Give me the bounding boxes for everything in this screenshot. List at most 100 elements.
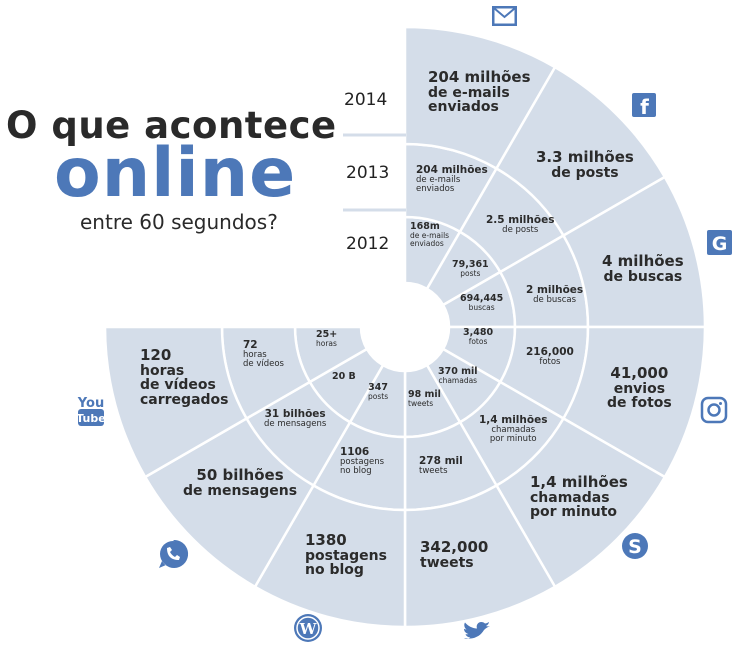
value: 2 milhões xyxy=(526,284,584,296)
label: de fotos xyxy=(607,395,672,412)
rings-group xyxy=(103,25,707,629)
year-2014-label: 2014 xyxy=(344,90,388,110)
label: de e-mails xyxy=(428,84,510,101)
value: 168m xyxy=(410,221,440,232)
value: 50 bilhões xyxy=(196,466,284,484)
segment-skype-2013: 1,4 milhões chamadas por minuto xyxy=(479,414,548,444)
label: tweets xyxy=(419,466,448,477)
label: de vídeos xyxy=(243,358,284,369)
label: de posts xyxy=(551,164,619,181)
label: no blog xyxy=(305,562,364,579)
value: 3,480 xyxy=(463,327,494,338)
twitter-icon xyxy=(464,622,490,639)
value: 2.5 milhões xyxy=(486,214,555,226)
title-line-1: O que acontece xyxy=(6,104,337,147)
segment-whatsapp-2013: 31 bilhões de mensagens xyxy=(264,408,327,430)
value: 694,445 xyxy=(460,293,504,304)
mail-icon xyxy=(492,6,517,26)
value: 31 bilhões xyxy=(264,408,326,420)
whatsapp-icon xyxy=(159,539,189,568)
title-line-3: entre 60 segundos? xyxy=(80,210,278,234)
label: chamadas xyxy=(491,425,536,436)
label: de buscas xyxy=(603,268,683,285)
value: 216,000 xyxy=(526,346,574,358)
segment-google-2014: 4 milhões de buscas xyxy=(602,252,684,285)
svg-text:G: G xyxy=(712,233,728,255)
label: enviados xyxy=(410,238,444,248)
label: posts xyxy=(460,268,481,278)
segment-skype-2014: 1,4 milhões chamadas por minuto xyxy=(530,473,628,521)
segment-instagram-2014: 41,000 envios de fotos xyxy=(607,364,672,412)
value: 1,4 milhões xyxy=(479,414,548,426)
value: 25+ xyxy=(316,329,338,340)
label: fotos xyxy=(468,336,488,346)
instagram-icon xyxy=(700,396,728,424)
label: tweets xyxy=(408,398,434,408)
youtube-tube-text: Tube xyxy=(76,412,105,425)
skype-icon: S xyxy=(622,533,648,559)
label: horas xyxy=(243,350,267,361)
segment-whatsapp-2014: 50 bilhões de mensagens xyxy=(183,466,298,499)
value: 342,000 xyxy=(420,538,489,556)
value: 3.3 milhões xyxy=(536,148,634,166)
value: 1380 xyxy=(305,531,347,549)
segment-twitter-2013: 278 mil tweets xyxy=(419,455,463,477)
label: enviados xyxy=(416,183,455,194)
segment-whatsapp-2012: 20 B xyxy=(332,372,356,382)
value: 370 mil xyxy=(438,366,478,377)
year-2013-label: 2013 xyxy=(346,163,390,183)
segment-google-2012: 694,445 buscas xyxy=(460,294,503,312)
value: 204 milhões xyxy=(428,68,531,86)
svg-text:W: W xyxy=(299,620,318,638)
label: de mensagens xyxy=(264,419,327,430)
segment-twitter-2012: 98 mil tweets xyxy=(408,390,441,408)
label: buscas xyxy=(468,302,495,312)
value: 1,4 milhões xyxy=(530,473,628,491)
label: de buscas xyxy=(533,295,577,306)
label: postagens xyxy=(305,547,387,564)
label: de e-mails xyxy=(416,175,461,186)
label: por minuto xyxy=(489,433,537,444)
label: de e-mails xyxy=(410,230,450,240)
segment-email-2012: 168m de e-mails enviados xyxy=(410,222,449,248)
title-online: online xyxy=(54,134,297,213)
label: por minuto xyxy=(530,504,618,521)
label: enviados xyxy=(428,99,499,116)
value: 278 mil xyxy=(419,455,463,467)
label: de posts xyxy=(502,225,539,236)
segment-youtube-2014: 120 horas de vídeos carregados xyxy=(140,347,229,409)
segment-skype-2012: 370 mil chamadas xyxy=(438,367,478,385)
value: 4 milhões xyxy=(602,252,684,270)
segment-email-2014: 204 milhões de e-mails enviados xyxy=(428,68,531,116)
segment-email-2013: 204 milhões de e-mails enviados xyxy=(416,164,488,194)
segment-facebook-2013: 2.5 milhões de posts xyxy=(486,214,555,236)
segment-twitter-2014: 342,000 tweets xyxy=(420,538,489,571)
segment-youtube-2012: 25+ horas xyxy=(316,330,337,348)
segment-instagram-2012: 3,480 fotos xyxy=(463,328,493,346)
youtube-icon: You Tube xyxy=(76,396,106,426)
ring-segment-youtube-2014 xyxy=(103,325,249,479)
label: postagens xyxy=(340,457,385,468)
svg-text:S: S xyxy=(628,536,642,558)
value: 1106 xyxy=(340,446,370,458)
segment-youtube-2013: 72 horas de vídeos xyxy=(243,339,284,369)
value: 20 B xyxy=(332,371,356,382)
segment-google-2013: 2 milhões de buscas xyxy=(526,284,584,306)
segment-instagram-2013: 216,000 fotos xyxy=(526,346,574,368)
label: horas xyxy=(140,362,185,379)
value: 41,000 xyxy=(610,364,669,382)
label: chamadas xyxy=(438,375,478,385)
value: 98 mil xyxy=(408,389,441,400)
youtube-you-text: You xyxy=(77,396,104,411)
label: fotos xyxy=(539,357,561,368)
label: envios xyxy=(613,380,666,397)
label: chamadas xyxy=(530,489,610,506)
wordpress-icon: W xyxy=(294,614,322,642)
segment-facebook-2012: 79,361 posts xyxy=(452,260,489,278)
label: de mensagens xyxy=(183,482,298,499)
value: 204 milhões xyxy=(416,164,488,176)
label: tweets xyxy=(420,554,474,571)
segment-wordpress-2013: 1106 postagens no blog xyxy=(340,446,385,476)
label: carregados xyxy=(140,392,229,409)
